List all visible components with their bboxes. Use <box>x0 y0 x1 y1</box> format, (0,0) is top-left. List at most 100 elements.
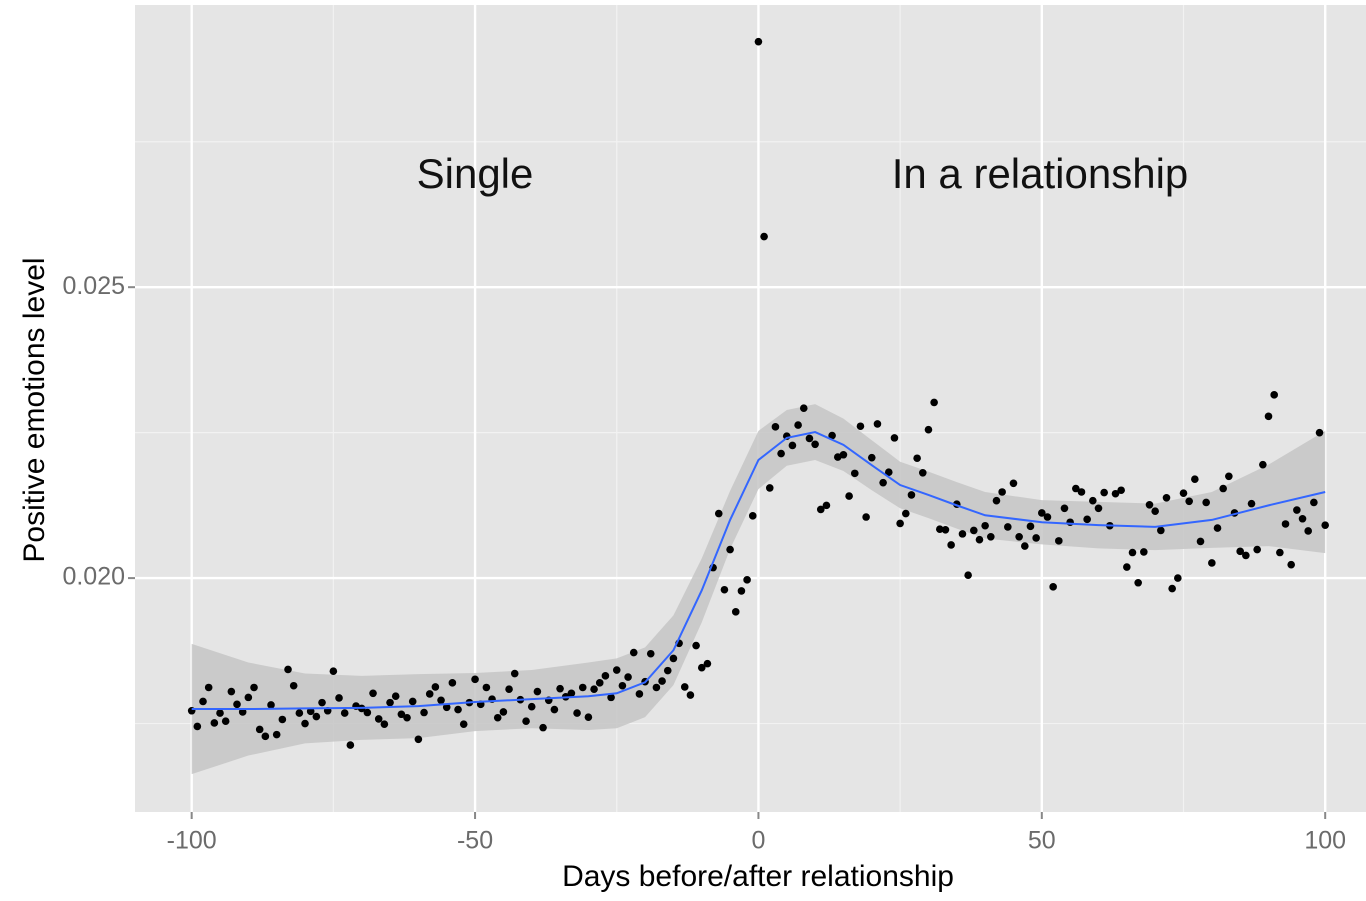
x-tick-label: 100 <box>1304 827 1346 855</box>
point <box>1015 532 1023 541</box>
point <box>1111 489 1120 498</box>
point <box>629 648 638 657</box>
point <box>1185 497 1193 506</box>
point <box>1083 515 1091 524</box>
point <box>329 667 338 675</box>
point <box>238 708 247 716</box>
point <box>295 709 304 717</box>
point <box>510 669 519 678</box>
point <box>624 673 632 681</box>
point <box>777 449 785 458</box>
point <box>884 468 893 477</box>
point <box>697 663 706 672</box>
point <box>363 708 372 717</box>
point <box>1162 494 1171 502</box>
point <box>811 440 819 449</box>
point <box>539 723 547 732</box>
point <box>584 713 593 721</box>
point <box>652 683 661 692</box>
point <box>278 715 287 724</box>
point <box>1236 547 1244 556</box>
x-tick-label: -50 <box>457 827 493 855</box>
point <box>970 526 978 535</box>
point <box>635 690 644 698</box>
point <box>533 687 542 696</box>
point <box>1134 578 1142 587</box>
point <box>374 715 383 723</box>
point <box>1157 526 1165 535</box>
y-tick-label: 0.020 <box>62 563 125 591</box>
point <box>1009 479 1018 488</box>
point <box>471 675 479 684</box>
point <box>873 420 882 428</box>
point <box>369 689 377 698</box>
point <box>913 454 921 463</box>
point <box>1021 542 1029 550</box>
point <box>726 545 734 554</box>
point <box>720 585 729 594</box>
point <box>408 697 417 706</box>
point <box>1145 500 1154 509</box>
marks <box>187 37 1329 775</box>
point <box>1077 488 1086 496</box>
point <box>1128 548 1137 557</box>
point <box>1259 460 1267 469</box>
point <box>658 677 666 685</box>
point <box>992 496 1001 505</box>
point <box>601 672 610 680</box>
point <box>754 37 763 46</box>
point <box>663 666 672 675</box>
point <box>975 535 984 544</box>
point <box>1208 559 1216 567</box>
point <box>896 519 904 528</box>
point <box>890 434 899 442</box>
point <box>442 703 451 712</box>
point <box>567 689 576 698</box>
point <box>669 654 678 663</box>
point <box>216 709 224 717</box>
point <box>856 422 865 431</box>
x-tick-label: 0 <box>751 827 765 855</box>
point <box>850 469 859 478</box>
point <box>289 681 298 690</box>
point <box>987 532 995 541</box>
point <box>607 693 615 702</box>
point <box>1043 513 1052 521</box>
point <box>380 720 389 728</box>
point <box>1174 574 1182 582</box>
point <box>556 684 564 693</box>
point <box>1276 548 1284 557</box>
point <box>1202 498 1210 507</box>
x-tick-label: 50 <box>1028 827 1056 855</box>
point <box>397 710 406 719</box>
point <box>612 666 621 674</box>
point <box>244 693 253 702</box>
point <box>505 685 513 694</box>
point <box>964 571 972 579</box>
point <box>646 649 655 658</box>
point <box>403 713 411 722</box>
point <box>935 525 944 534</box>
point <box>1089 496 1097 505</box>
point <box>255 725 264 734</box>
point <box>1225 472 1233 481</box>
point <box>204 683 213 692</box>
point <box>1168 584 1176 593</box>
point <box>748 512 757 520</box>
point <box>760 232 768 241</box>
point <box>845 492 853 500</box>
point <box>261 732 270 741</box>
point <box>454 705 462 714</box>
point <box>1196 537 1205 546</box>
point <box>924 425 933 434</box>
point <box>1179 489 1188 497</box>
point <box>346 741 355 749</box>
point <box>1219 484 1227 493</box>
point <box>1304 527 1312 535</box>
point <box>714 509 723 518</box>
point <box>340 709 349 717</box>
grid <box>135 5 1366 812</box>
point <box>1100 488 1108 497</box>
point <box>799 404 808 413</box>
